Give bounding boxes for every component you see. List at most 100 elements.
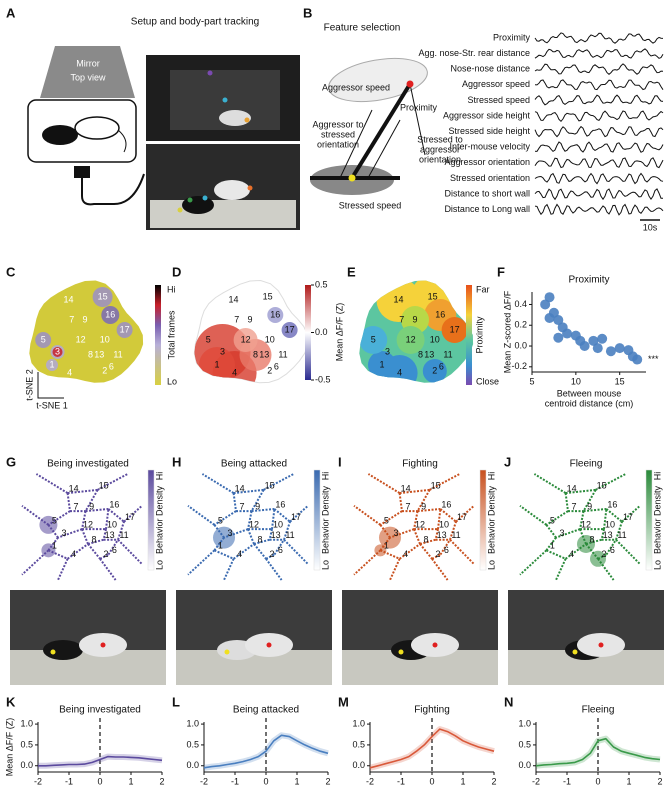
cluster-label: 12 [415, 519, 425, 529]
tracking-dot [266, 642, 272, 648]
feature-name: Distance to Long wall [444, 204, 530, 214]
tracking-dot [398, 649, 404, 655]
feature-trace [534, 172, 664, 185]
x-tick-label: 2 [657, 776, 662, 786]
proximity-region [422, 359, 447, 383]
tracking-dot [100, 642, 106, 648]
cluster-label: 16 [270, 309, 280, 319]
graph-edge [47, 536, 59, 551]
graph-edge [379, 536, 391, 551]
cluster-label: 12 [83, 519, 93, 529]
graph-edge [519, 504, 547, 526]
point [605, 346, 616, 357]
colorbar [645, 469, 653, 571]
graph-edge [223, 528, 249, 539]
video-floor [10, 650, 166, 685]
photo-mouse [219, 110, 251, 126]
graph-edge [416, 489, 431, 512]
density-spot [101, 306, 120, 324]
graph-edge [213, 510, 237, 526]
cluster-label: 4 [569, 549, 574, 559]
graph-edge [565, 543, 587, 560]
colorbar [147, 469, 155, 571]
graph-edge [399, 543, 421, 560]
chart-title: Proximity [568, 275, 609, 286]
feature-trace [534, 188, 663, 201]
panel-letter: L [172, 694, 180, 709]
graph-edge [99, 558, 117, 581]
colorbar-title: Behavior Density [154, 485, 164, 554]
graph-edge [213, 536, 225, 551]
colorbar-title: Proximity [474, 316, 484, 354]
vector [339, 109, 373, 179]
x-tick-label: 15 [615, 376, 625, 386]
graph-edge [615, 521, 623, 541]
video-floor [176, 650, 332, 685]
colorbar [313, 469, 321, 571]
cluster-label: 3 [559, 528, 564, 538]
mirror [40, 46, 135, 98]
feature-name: Stressed orientation [450, 173, 530, 183]
graph-edge [621, 505, 641, 523]
cluster-label: 10 [439, 519, 449, 529]
cluster-label: 11 [451, 530, 460, 540]
graph-edge [232, 492, 237, 512]
point [544, 312, 555, 323]
point [579, 341, 590, 352]
tracking-dot [222, 97, 228, 103]
tracking-dot [187, 197, 193, 203]
panel-letter: M [338, 694, 349, 709]
graph-edge [47, 510, 71, 526]
cluster-label: 3 [385, 346, 390, 356]
cluster-label: 17 [457, 512, 467, 522]
cluster-label: 13 [271, 530, 281, 540]
cluster-label: 3 [55, 346, 60, 356]
point [592, 343, 603, 354]
graph-edge [605, 539, 617, 556]
cluster-label: 13 [437, 530, 447, 540]
feature-trace [534, 125, 664, 138]
cluster-label: 17 [120, 324, 130, 334]
graph-edge [123, 505, 143, 523]
feature-trace [534, 79, 664, 91]
feature-trace [534, 110, 664, 123]
density-spot [233, 328, 258, 352]
y-tick-label: 1.0 [20, 718, 33, 728]
cluster-label: 15 [431, 480, 441, 490]
feature-trace [534, 32, 664, 44]
cluster-label: 17 [291, 512, 301, 522]
colorbar-label: Hi [154, 472, 164, 481]
panel-letter: B [303, 5, 312, 20]
cluster-label: 12 [76, 334, 86, 344]
camera [74, 166, 90, 178]
cluster-label: 6 [444, 545, 449, 555]
vector [350, 82, 412, 180]
graph-edge [585, 538, 602, 545]
graph-edge [247, 528, 255, 545]
cluster-label: 1 [550, 541, 555, 551]
cluster-label: 7 [405, 501, 410, 511]
density-spot [46, 359, 58, 371]
cluster-label: 2 [269, 549, 274, 559]
cluster-label: 6 [109, 361, 114, 371]
graph-edge [85, 507, 109, 513]
x-tick-label: -2 [532, 776, 540, 786]
vector [409, 83, 426, 156]
colorbar [466, 285, 472, 385]
graph-edge [87, 538, 104, 545]
x-tick-label: 0 [595, 776, 600, 786]
point [540, 299, 551, 310]
cluster-label: 16 [109, 499, 119, 509]
graph-edge [268, 528, 273, 540]
white-mouse [74, 116, 120, 140]
graph-edge [57, 528, 83, 539]
cable [81, 173, 145, 206]
cluster-label: 8 [91, 534, 96, 544]
x-tick-label: 0 [263, 776, 268, 786]
cluster-label: 7 [73, 501, 78, 511]
cluster-label: 6 [274, 361, 279, 371]
cluster-label: 6 [112, 545, 117, 555]
x-tick-label: -1 [397, 776, 405, 786]
graph-edge [81, 510, 87, 530]
